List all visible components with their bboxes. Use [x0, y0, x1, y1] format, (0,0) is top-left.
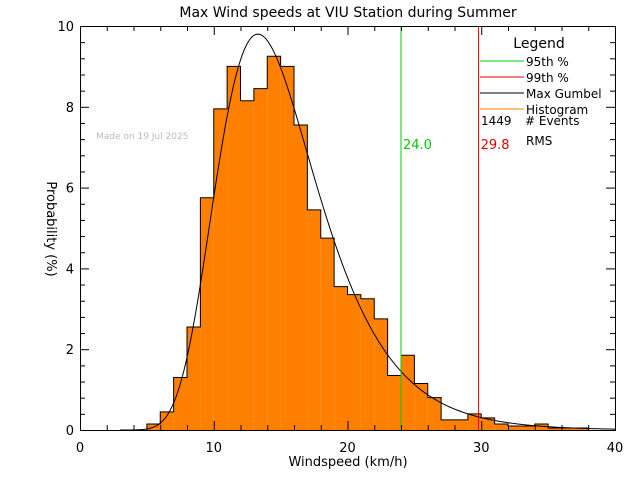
y-tick-label: 4	[66, 262, 74, 277]
legend-label-gumbel: Max Gumbel	[526, 87, 602, 101]
percentile-lines: 24.0 29.8	[400, 26, 510, 430]
histogram-bar	[454, 419, 468, 430]
histogram-bar	[441, 419, 455, 430]
y-tick-label: 10	[57, 20, 74, 35]
y-tick-label: 8	[66, 101, 74, 116]
histogram-bar	[320, 238, 335, 430]
histogram-bar	[574, 427, 589, 430]
x-tick-label: 40	[607, 441, 624, 456]
histogram-bar	[173, 377, 187, 430]
histogram-bar	[267, 56, 281, 431]
percentile-99-label: 29.8	[481, 138, 510, 153]
chart-title: Max Wind speeds at VIU Station during Su…	[179, 5, 516, 21]
histogram-bar	[427, 397, 442, 430]
rms-label: RMS	[526, 134, 552, 148]
gumbel-curve-layer	[120, 33, 616, 431]
histogram-bar	[334, 286, 348, 430]
histogram-bar	[213, 108, 228, 430]
y-tick-label: 0	[66, 424, 74, 439]
axis-ticks: 0 10 20 30 40 0 2 4 6 8 10	[57, 20, 623, 456]
histogram-bar	[481, 417, 495, 430]
histogram-bars	[146, 55, 589, 431]
x-tick-label: 10	[205, 441, 222, 456]
histogram-bar	[294, 124, 308, 430]
histogram-bar	[387, 375, 401, 430]
histogram-bar	[360, 298, 375, 430]
x-tick-label: 30	[473, 441, 490, 456]
events-label: # Events	[525, 114, 580, 128]
histogram-bar	[253, 88, 268, 431]
histogram-bar	[508, 425, 522, 430]
x-tick-label: 20	[339, 441, 356, 456]
percentile-95-label: 24.0	[403, 138, 432, 153]
histogram-bar	[534, 423, 549, 430]
histogram-bar	[414, 383, 428, 430]
y-tick-label: 2	[66, 343, 74, 358]
y-axis-label: Probability (%)	[43, 181, 58, 276]
x-axis-label: Windspeed (km/h)	[288, 455, 407, 470]
legend-label-95: 95th %	[526, 55, 569, 69]
watermark: Made on 19 Jul 2025	[96, 132, 188, 142]
histogram-bar	[160, 411, 174, 430]
histogram-bar	[347, 294, 361, 430]
histogram-bar	[401, 355, 415, 430]
histogram-bar	[307, 209, 321, 430]
legend-label-99: 99th %	[526, 71, 569, 85]
histogram-bar	[374, 318, 388, 430]
legend: Legend 95th % 99th % Max Gumbel Histogra…	[480, 36, 602, 148]
histogram-bar	[494, 423, 508, 430]
histogram-bar	[187, 326, 201, 430]
histogram-bar	[240, 100, 254, 431]
histogram-bar	[200, 197, 214, 430]
histogram-bar	[467, 413, 482, 430]
legend-title: Legend	[513, 36, 564, 52]
histogram-bar	[561, 427, 575, 430]
gumbel-curve	[120, 33, 616, 431]
histogram-bar	[227, 66, 241, 431]
legend-label-histogram: Histogram	[526, 103, 588, 117]
histogram-bar	[521, 425, 535, 430]
events-count: 1449	[481, 114, 512, 128]
histogram-bar	[548, 427, 562, 430]
x-tick-label: 0	[76, 441, 84, 456]
histogram-bar	[280, 66, 294, 431]
y-tick-label: 6	[66, 182, 74, 197]
